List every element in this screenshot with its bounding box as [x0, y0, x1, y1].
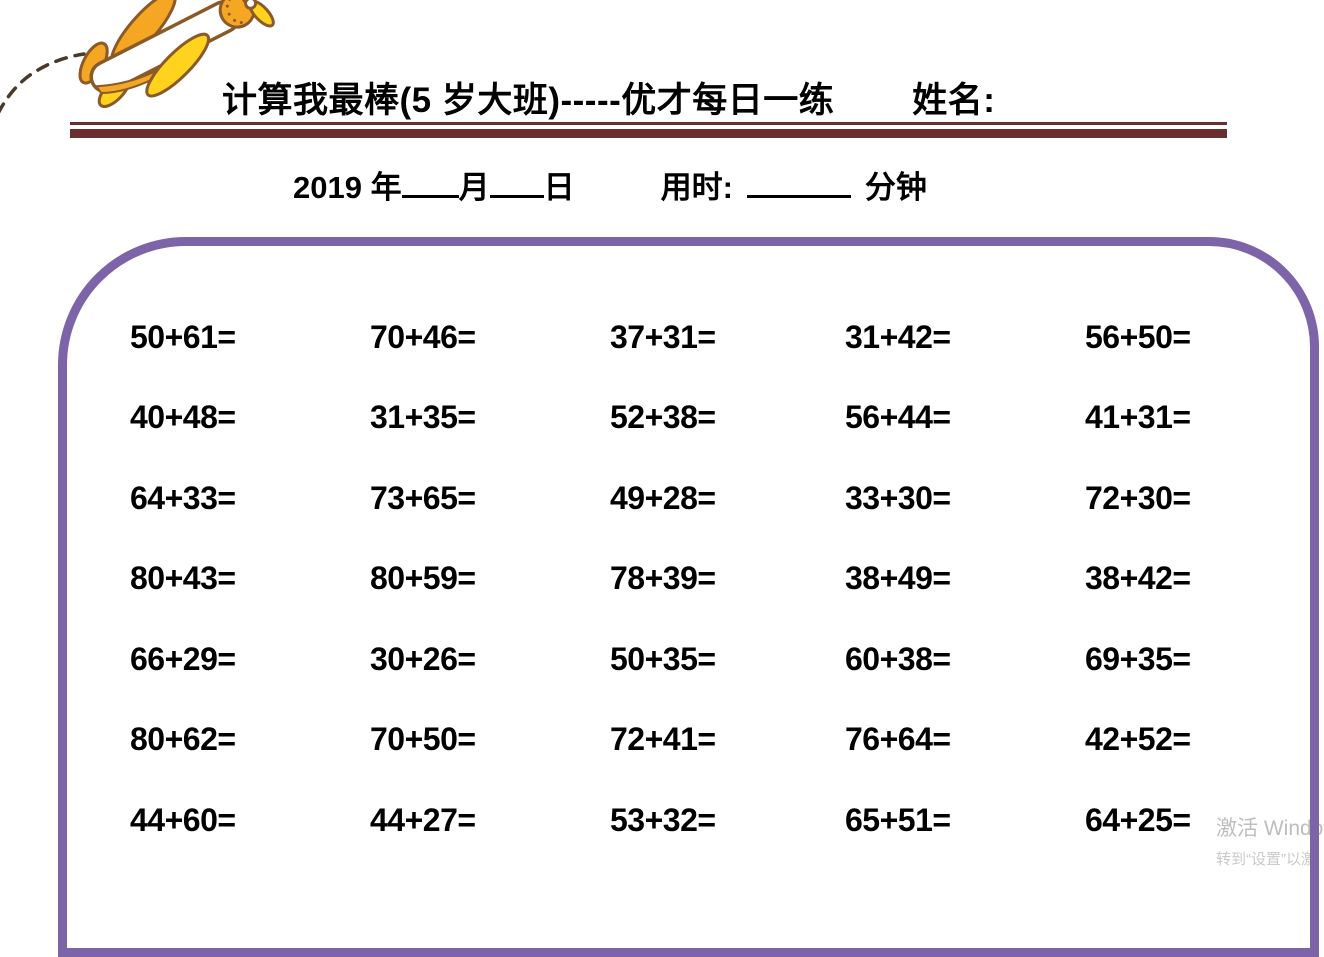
math-problem: 80+62=: [130, 721, 236, 758]
airplane-icon: [0, 0, 275, 114]
problems-grid: 50+61= 70+46= 37+31= 31+42= 56+50= 40+48= 31+3…: [130, 297, 1260, 861]
day-label: 日: [543, 170, 575, 205]
math-problem: 69+35=: [1085, 640, 1191, 677]
math-problem: 72+41=: [610, 721, 716, 758]
math-problem: 60+38=: [845, 640, 951, 677]
math-problem: 80+43=: [130, 560, 236, 597]
name-label: 姓名:: [912, 81, 996, 120]
math-problem: 49+28=: [610, 479, 716, 516]
math-problem: 64+33=: [130, 479, 236, 516]
math-problem: 56+44=: [845, 399, 951, 436]
math-problem: 76+64=: [845, 721, 951, 758]
math-problem: 70+50=: [370, 721, 476, 758]
math-problem: 41+31=: [1085, 399, 1191, 436]
header-rule-thick: [70, 129, 1227, 138]
date-line: 2019 年 月 日 用时: 分钟: [293, 162, 927, 205]
math-problem: 42+52=: [1085, 721, 1191, 758]
math-problem: 70+46=: [370, 318, 476, 355]
math-problem: 64+25=: [1085, 801, 1191, 838]
airplane-illustration: [0, 0, 308, 140]
math-problem: 44+27=: [370, 801, 476, 838]
day-blank-field: [489, 162, 544, 198]
math-problem: 80+59=: [370, 560, 476, 597]
minutes-label: 分钟: [864, 170, 927, 205]
time-blank-field: [746, 162, 851, 198]
header-rule-thin: [70, 122, 1227, 125]
year-label: 2019 年: [293, 170, 402, 205]
page-title: 计算我最棒(5 岁大班)-----优才每日一练 姓名:: [222, 72, 1272, 123]
math-problem: 31+35=: [370, 399, 476, 436]
math-problem: 73+65=: [370, 479, 476, 516]
dashed-trail: [0, 52, 86, 114]
math-problem: 37+31=: [610, 318, 716, 355]
math-problem: 56+50=: [1085, 318, 1191, 355]
math-problem: 38+42=: [1085, 560, 1191, 597]
time-label: 用时:: [660, 170, 733, 205]
month-label: 月: [458, 170, 490, 205]
math-problem: 31+42=: [845, 318, 951, 355]
math-problem: 52+38=: [610, 399, 716, 436]
math-problem: 30+26=: [370, 640, 476, 677]
month-blank-field: [401, 162, 459, 198]
math-problem: 50+35=: [610, 640, 716, 677]
math-problem: 72+30=: [1085, 479, 1191, 516]
math-problem: 66+29=: [130, 640, 236, 677]
math-problem: 78+39=: [610, 560, 716, 597]
math-problem: 40+48=: [130, 399, 236, 436]
problems-panel-border: [58, 237, 1319, 957]
math-problem: 38+49=: [845, 560, 951, 597]
math-problem: 53+32=: [610, 801, 716, 838]
math-problem: 33+30=: [845, 479, 951, 516]
math-problem: 65+51=: [845, 801, 951, 838]
title-text: 计算我最棒(5 岁大班)-----优才每日一练: [222, 81, 835, 120]
